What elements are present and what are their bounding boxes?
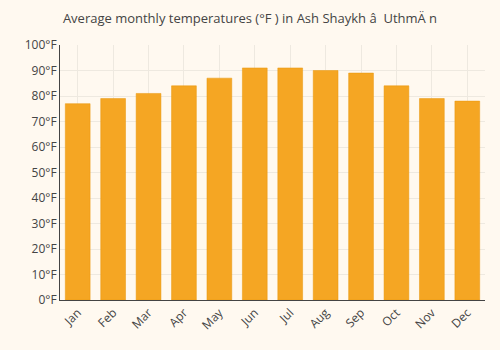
- svg-text:Average monthly temperatures (: Average monthly temperatures (°F ) in As…: [63, 9, 437, 27]
- svg-text:10°F: 10°F: [32, 266, 57, 283]
- svg-text:80°F: 80°F: [32, 87, 57, 104]
- svg-text:Feb: Feb: [94, 304, 120, 330]
- svg-text:20°F: 20°F: [32, 240, 57, 257]
- svg-text:70°F: 70°F: [32, 113, 57, 130]
- svg-text:100°F: 100°F: [25, 36, 57, 53]
- svg-text:Mar: Mar: [128, 304, 156, 332]
- svg-text:50°F: 50°F: [32, 164, 57, 181]
- svg-text:Sep: Sep: [341, 304, 368, 331]
- svg-text:Oct: Oct: [378, 304, 404, 330]
- svg-text:Jan: Jan: [60, 304, 85, 329]
- svg-text:Apr: Apr: [165, 304, 191, 330]
- svg-text:Jul: Jul: [275, 304, 297, 326]
- svg-text:30°F: 30°F: [32, 215, 57, 232]
- svg-text:Aug: Aug: [305, 304, 333, 332]
- svg-text:90°F: 90°F: [32, 62, 57, 79]
- svg-text:60°F: 60°F: [32, 138, 57, 155]
- svg-text:Jun: Jun: [236, 304, 261, 329]
- svg-text:0°F: 0°F: [38, 291, 56, 308]
- svg-text:40°F: 40°F: [32, 189, 57, 206]
- svg-text:Dec: Dec: [447, 304, 474, 331]
- svg-text:May: May: [198, 304, 227, 333]
- svg-text:Nov: Nov: [411, 304, 439, 332]
